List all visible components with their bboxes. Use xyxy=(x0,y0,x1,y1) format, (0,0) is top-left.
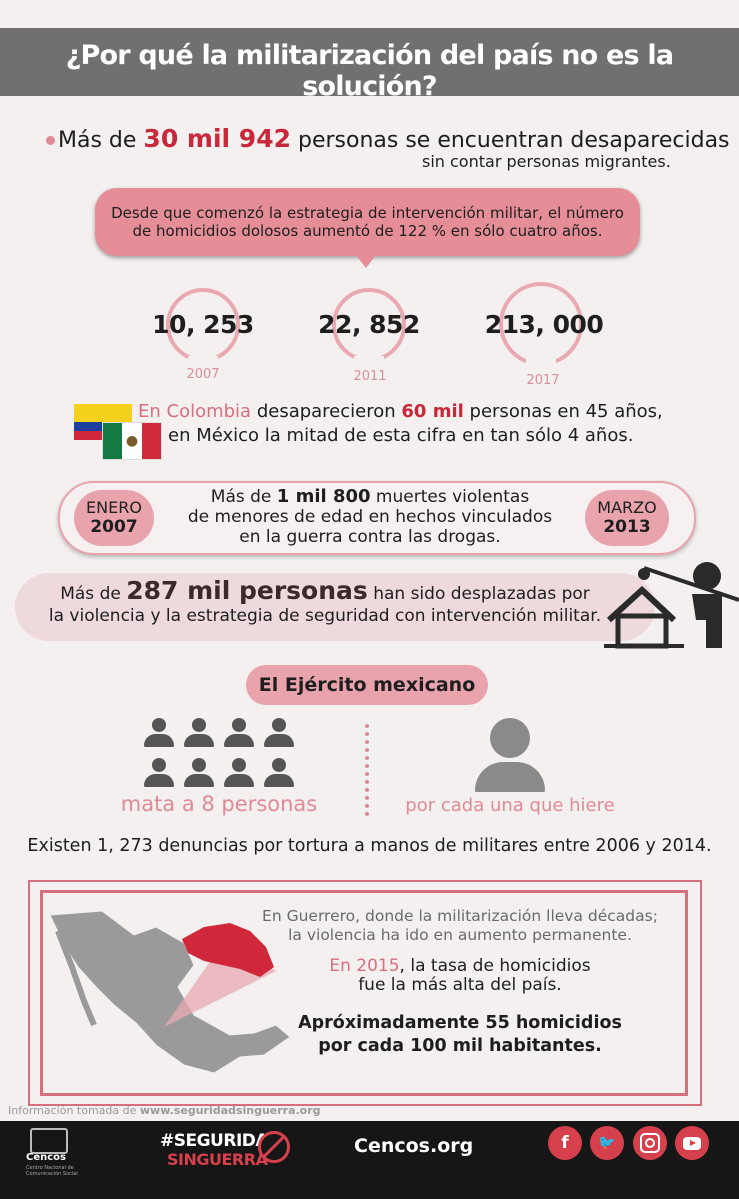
colombia-text: desaparecieron xyxy=(251,401,402,422)
torture-text: Existen 1, 273 denuncias por tortura a m… xyxy=(27,836,712,856)
displaced-person-icon xyxy=(604,562,739,649)
guerrero-bold2: por cada 100 mil habitantes. xyxy=(318,1036,602,1056)
missing-line: Más de 30 mil 942 personas se encuentran… xyxy=(58,124,738,153)
callout-pointer xyxy=(352,250,380,268)
missing-prefix: Más de xyxy=(58,128,144,153)
no-gun-icon xyxy=(258,1131,290,1163)
stat-year: 2017 xyxy=(526,373,560,388)
mexico-flag-icon: ● xyxy=(103,423,161,459)
person-icon xyxy=(143,718,175,747)
minors-line3: en la guerra contra las drogas. xyxy=(239,527,501,547)
guerrero-rate-text: , la tasa de homicidios xyxy=(399,956,591,976)
stat-year: 2007 xyxy=(186,367,220,382)
killed-people-grid xyxy=(143,718,303,792)
instagram-icon[interactable] xyxy=(633,1126,667,1160)
colombia-text-end: personas en 45 años, xyxy=(463,401,663,422)
source-note: Información tomada de www.seguridadsingu… xyxy=(8,1104,321,1117)
guerrero-year: En 2015 xyxy=(329,956,400,976)
mexico-line: en México la mitad de esta cifra en tan … xyxy=(168,425,634,446)
stat-value: 22, 852 xyxy=(318,310,420,339)
callout-text: Desde que comenzó la estrategia de inter… xyxy=(95,204,640,240)
title-banner xyxy=(0,28,739,96)
bullet-dot xyxy=(46,136,55,145)
twitter-icon[interactable]: 🐦 xyxy=(590,1126,624,1160)
footer-org-sub: Centro Nacional de Comunicación Social xyxy=(26,1165,78,1177)
end-date-badge: MARZO 2013 xyxy=(585,490,669,546)
end-month: MARZO xyxy=(597,498,657,517)
displaced-panel xyxy=(15,573,655,641)
ring-gap xyxy=(188,356,218,390)
stat-value: 10, 253 xyxy=(152,310,254,339)
source-link[interactable]: www.seguridadsinguerra.org xyxy=(139,1104,321,1117)
guerrero-frame xyxy=(28,880,702,1106)
colombia-number: 60 mil xyxy=(401,401,464,422)
ring-gap xyxy=(526,358,556,392)
injured-caption: por cada una que hiere xyxy=(405,795,615,816)
stat-year: 2011 xyxy=(353,369,387,384)
colombia-line: En Colombia desaparecieron 60 mil person… xyxy=(138,401,663,422)
displaced-line1: Más de 287 mil personas han sido desplaz… xyxy=(20,578,630,605)
footer-bar xyxy=(0,1121,739,1199)
person-icon xyxy=(263,718,295,747)
guerrero-inner-frame xyxy=(40,890,688,1096)
injured-person-icon xyxy=(475,718,545,792)
start-month: ENERO xyxy=(86,498,142,517)
guerrero-bold1: Apróximadamente 55 homicidios xyxy=(298,1013,622,1033)
missing-suffix: personas se encuentran desaparecidas xyxy=(291,128,730,153)
person-icon xyxy=(183,718,215,747)
guerrero-rate: En 2015, la tasa de homicidios fue la má… xyxy=(280,957,640,995)
displaced-prefix: Más de xyxy=(60,584,127,604)
youtube-icon[interactable] xyxy=(675,1126,709,1160)
person-icon xyxy=(263,758,295,787)
minors-prefix: Más de xyxy=(210,487,277,507)
kills-caption: mata a 8 personas xyxy=(120,792,318,816)
minors-text: Más de 1 mil 800 muertes violentas de me… xyxy=(160,486,580,548)
cencos-logo-icon xyxy=(30,1128,68,1154)
missing-number: 30 mil 942 xyxy=(143,124,291,153)
guerrero-line1: En Guerrero, donde la militarización lle… xyxy=(262,907,658,925)
missing-note: sin contar personas migrantes. xyxy=(422,152,671,171)
source-label: Información tomada de xyxy=(8,1104,140,1117)
page-title: ¿Por qué la militarización del país no e… xyxy=(65,40,674,102)
army-title: El Ejército mexicano xyxy=(246,665,488,705)
homicide-callout xyxy=(95,188,640,256)
end-year: 2013 xyxy=(603,517,651,537)
guerrero-line4: fue la más alta del país. xyxy=(358,975,562,995)
minors-line1: Más de 1 mil 800 muertes violentas xyxy=(160,486,580,508)
start-date-badge: ENERO 2007 xyxy=(74,490,154,546)
guerrero-line3: En 2015, la tasa de homicidios xyxy=(280,957,640,976)
facebook-icon[interactable]: f xyxy=(548,1126,582,1160)
guerrero-stat: Apróximadamente 55 homicidios por cada 1… xyxy=(290,1012,630,1058)
guerrero-line2: la violencia ha ido en aumento permanent… xyxy=(288,926,632,944)
campaign-tag-2: SINGUERRA xyxy=(167,1150,268,1169)
minors-line2: de menores de edad en hechos vinculados xyxy=(187,507,553,527)
displaced-number: 287 mil personas xyxy=(126,576,368,605)
person-icon xyxy=(143,758,175,787)
callout-line1: Desde que comenzó la estrategia de inter… xyxy=(111,204,624,222)
ring-gap xyxy=(354,356,384,390)
person-icon xyxy=(223,718,255,747)
displaced-line2: la violencia y la estrategia de segurida… xyxy=(48,606,602,626)
footer-org: Cencos xyxy=(26,1152,66,1163)
person-icon xyxy=(223,758,255,787)
minors-number: 1 mil 800 xyxy=(276,486,371,507)
guerrero-intro: En Guerrero, donde la militarización lle… xyxy=(250,907,670,945)
displaced-suffix: han sido desplazadas por xyxy=(367,584,590,604)
section-divider xyxy=(365,724,371,816)
callout-line2: de homicidios dolosos aumentó de 122 % e… xyxy=(132,222,603,240)
campaign-tag: #SEGURIDAD xyxy=(160,1131,282,1151)
colombia-label: En Colombia xyxy=(138,401,252,422)
minors-suffix: muertes violentas xyxy=(370,487,530,507)
mexico-map-icon xyxy=(49,910,291,1074)
stat-value: 213, 000 xyxy=(484,310,604,339)
person-icon xyxy=(183,758,215,787)
start-year: 2007 xyxy=(90,517,138,537)
footer-site[interactable]: Cencos.org xyxy=(354,1135,474,1157)
displaced-text: Más de 287 mil personas han sido desplaz… xyxy=(20,578,630,627)
